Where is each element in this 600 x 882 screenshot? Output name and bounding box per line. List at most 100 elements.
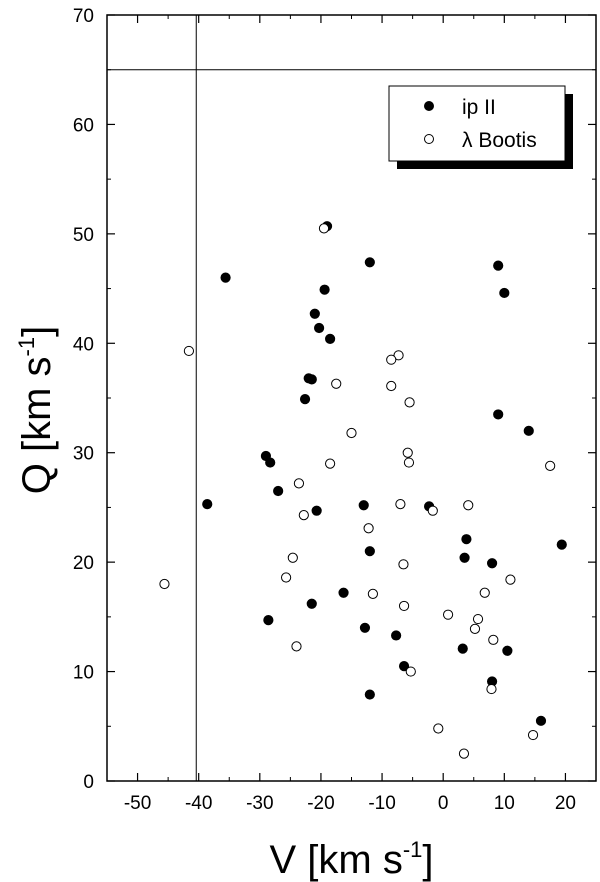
ip-ii-point — [299, 393, 311, 405]
lambda-bootis-point — [442, 609, 454, 620]
ip-ii-point — [556, 539, 567, 550]
lambda-bootis-point — [393, 350, 404, 361]
ip-ii-point — [265, 457, 276, 468]
y-tick-label: 60 — [73, 115, 94, 136]
ip-ii-point — [325, 333, 336, 345]
lambda-bootis-point — [469, 623, 481, 634]
y-axis-title-main: Q [km s — [15, 356, 59, 494]
y-axis-ticks: 0 10 20 30 40 50 60 70 — [73, 6, 596, 793]
lambda-bootis-point — [403, 457, 415, 468]
ip-ii-point — [391, 630, 402, 641]
ip-ii-point — [309, 308, 320, 319]
lambda-bootis-point — [363, 523, 374, 534]
ip-ii-point — [499, 287, 510, 299]
legend: ip II λ Bootis — [388, 85, 573, 169]
y-tick-label: 20 — [73, 553, 94, 574]
x-tick-label: 20 — [555, 793, 576, 814]
x-tick-label: -10 — [368, 793, 395, 814]
x-tick-label: 0 — [438, 793, 449, 814]
legend-label-lambda-bootis: λ Bootis — [462, 129, 537, 152]
ip-ii-point — [398, 661, 410, 672]
lambda-bootis-point — [472, 613, 484, 625]
lambda-bootis-point — [427, 505, 438, 516]
lambda-bootis-point — [346, 427, 357, 439]
legend-label-ip-ii: ip II — [462, 96, 496, 119]
x-axis-title-close: ] — [422, 838, 433, 882]
lambda-bootis-point — [386, 354, 397, 365]
ip-ii-point — [364, 546, 375, 557]
lambda-bootis-point — [398, 600, 410, 612]
y-tick-label: 0 — [83, 772, 94, 793]
lambda-bootis-point — [280, 572, 292, 583]
lambda-bootis-point — [298, 509, 309, 521]
ip-ii-point — [493, 409, 504, 420]
legend-marker-ip-ii — [424, 101, 434, 111]
lambda-bootis-point — [458, 748, 470, 759]
y-tick-label: 50 — [73, 225, 94, 246]
lambda-bootis-point — [505, 574, 516, 585]
lambda-bootis-point — [405, 666, 416, 677]
lambda-bootis-point — [488, 634, 499, 645]
x-tick-label: -30 — [246, 793, 273, 814]
ip-ii-point — [202, 499, 213, 510]
ip-ii-point — [364, 257, 375, 268]
x-tick-label: -50 — [124, 793, 151, 814]
lambda-bootis-point — [291, 641, 302, 652]
lambda-bootis-point — [433, 723, 444, 734]
y-tick-label: 40 — [73, 334, 94, 355]
x-axis-title: V [km s-1] — [269, 837, 433, 882]
lambda-bootis-point — [331, 378, 342, 389]
ip-ii-point — [319, 284, 330, 295]
ip-ii-point — [493, 260, 504, 271]
ip-ii-point — [457, 643, 468, 654]
ip-ii-point — [459, 552, 470, 563]
ip-ii-point — [220, 272, 231, 283]
y-tick-label: 10 — [73, 663, 94, 684]
lambda-bootis-point — [398, 559, 409, 570]
y-tick-label: 70 — [73, 6, 94, 27]
lambda-bootis-point — [404, 397, 415, 408]
ip-ii-point — [263, 615, 274, 626]
ip-ii-point — [502, 645, 513, 656]
lambda-bootis-point — [479, 587, 490, 598]
lambda-bootis-point — [386, 380, 397, 392]
legend-marker-lambda-bootis — [424, 134, 434, 144]
lambda-bootis-point — [318, 223, 330, 234]
x-tick-label: -40 — [185, 793, 212, 814]
lambda-bootis-point — [463, 500, 474, 511]
x-axis-title-superscript: -1 — [403, 837, 423, 862]
lambda-bootis-point — [367, 588, 378, 599]
lambda-bootis-point — [395, 499, 406, 510]
ip-ii-point — [314, 322, 325, 334]
lambda-bootis-point — [183, 345, 195, 357]
lambda-bootis-point — [325, 458, 336, 469]
lambda-bootis-point — [293, 478, 305, 489]
y-tick-label: 30 — [73, 444, 94, 465]
data-points — [159, 221, 567, 759]
ip-ii-point — [523, 425, 534, 436]
ip-ii-point — [338, 587, 349, 598]
ip-ii-point — [306, 374, 317, 385]
ip-ii-point — [311, 505, 322, 516]
lambda-bootis-point — [486, 683, 497, 695]
y-axis-title-superscript: -1 — [14, 337, 39, 357]
ip-ii-point — [358, 500, 369, 511]
lambda-bootis-point — [287, 552, 298, 563]
x-tick-label: 10 — [494, 793, 515, 814]
ip-ii-point — [461, 534, 472, 545]
lambda-bootis-point — [402, 447, 413, 458]
y-axis-title: Q [km s-1] — [14, 326, 59, 494]
ip-ii-point — [273, 485, 284, 497]
x-tick-label: -20 — [307, 793, 334, 814]
x-axis-title-main: V [km s — [269, 838, 402, 882]
lambda-bootis-point — [159, 578, 170, 590]
ip-ii-point — [535, 715, 547, 726]
plot-frame — [106, 14, 597, 782]
lambda-bootis-point — [527, 729, 539, 741]
lambda-bootis-point — [545, 460, 556, 471]
ip-ii-point — [359, 622, 371, 633]
legend-box — [388, 85, 566, 162]
y-axis-title-close: ] — [15, 326, 59, 337]
ip-ii-point — [364, 689, 375, 700]
